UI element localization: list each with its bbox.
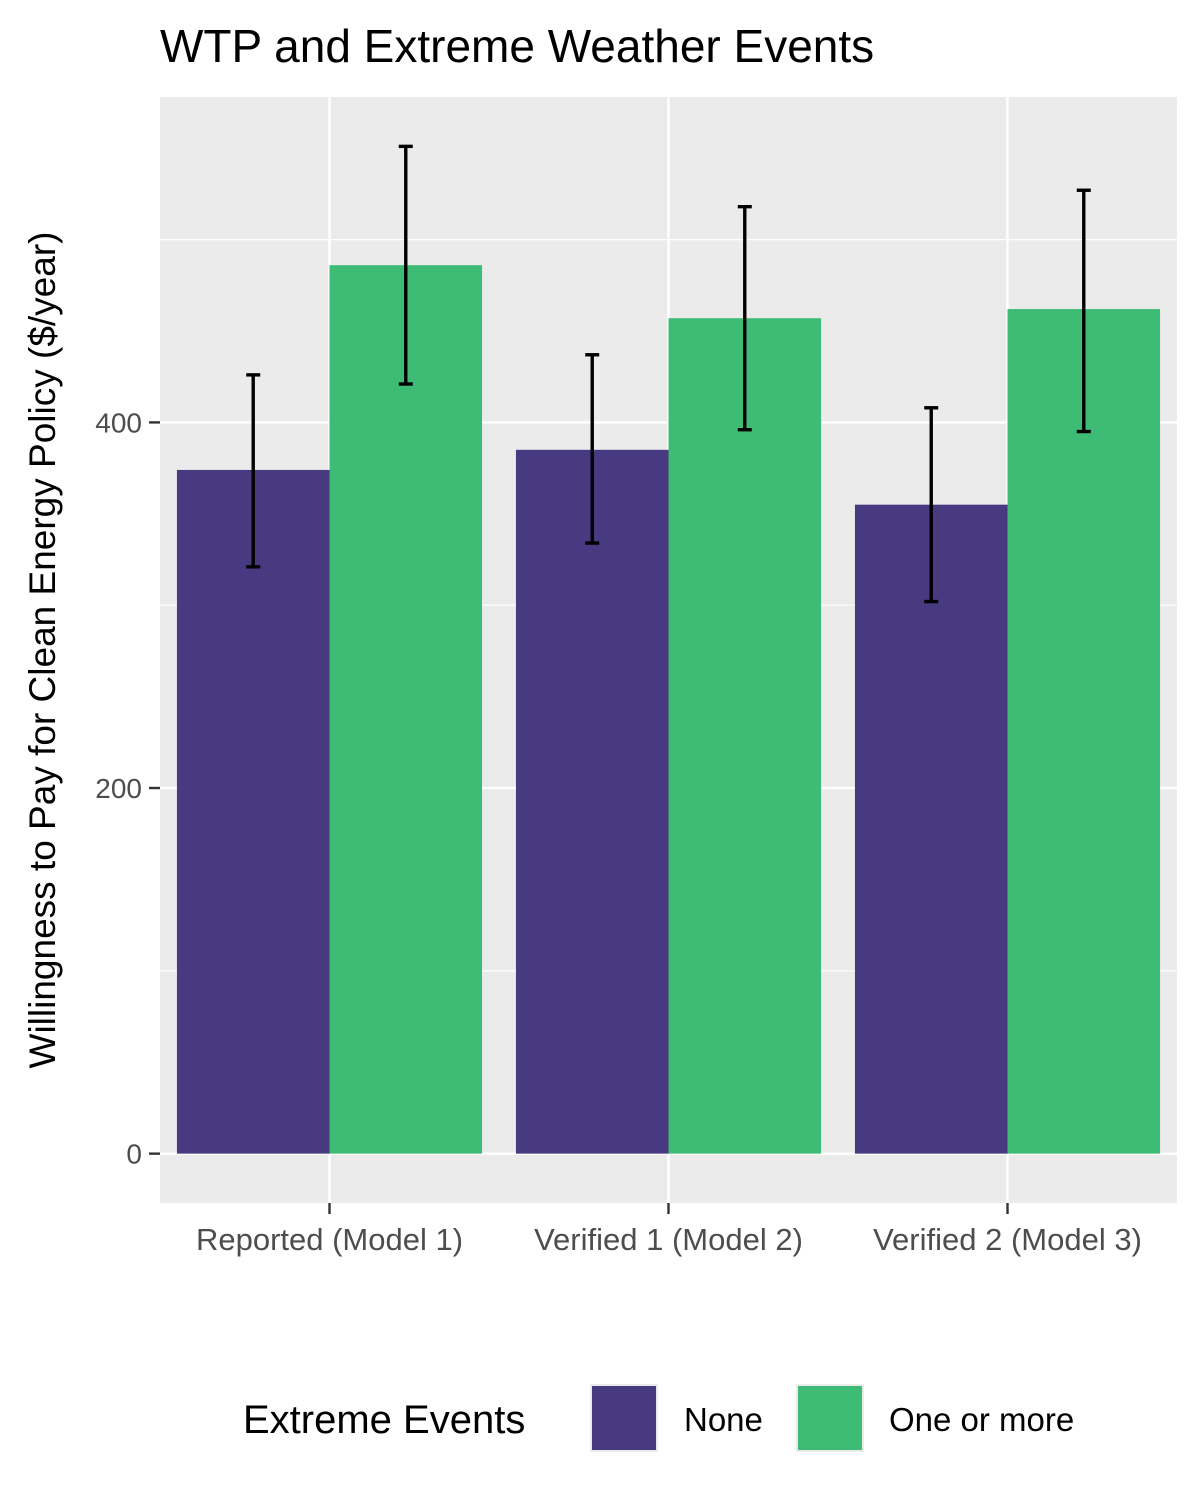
- error-bar: [1076, 188, 1091, 434]
- bar: [176, 469, 330, 1154]
- y-tick-label: 400: [95, 407, 142, 438]
- error-bar: [398, 144, 413, 386]
- x-tick-label: Reported (Model 1): [196, 1222, 463, 1257]
- error-bars: [246, 144, 1091, 604]
- y-axis: 0 200 400: [95, 407, 160, 1170]
- legend-title: Extreme Events: [243, 1398, 525, 1442]
- legend-item: One or more: [796, 1384, 1074, 1452]
- x-tick-label: Verified 2 (Model 3): [873, 1222, 1142, 1257]
- bar: [1007, 309, 1161, 1154]
- bar: [329, 265, 483, 1154]
- legend-items: None One or more: [590, 1384, 1074, 1452]
- error-bar: [737, 204, 752, 432]
- bar: [854, 504, 1008, 1154]
- legend-label: None: [684, 1401, 763, 1438]
- error-bar: [246, 373, 261, 569]
- y-axis-title: Willingness to Pay for Clean Energy Poli…: [22, 232, 63, 1069]
- bar: [668, 318, 822, 1154]
- y-tick-label: 200: [95, 773, 142, 804]
- y-tick-label: 0: [126, 1139, 142, 1170]
- legend-key: [590, 1384, 658, 1452]
- chart-title: WTP and Extreme Weather Events: [160, 20, 874, 72]
- bar: [515, 449, 669, 1154]
- legend-key: [796, 1384, 864, 1452]
- x-tick-label: Verified 1 (Model 2): [534, 1222, 803, 1257]
- bars: [176, 265, 1161, 1154]
- error-bar: [924, 406, 939, 604]
- legend: Extreme Events None One or more: [243, 1384, 1074, 1452]
- error-bar: [585, 353, 600, 545]
- x-axis: Reported (Model 1) Verified 1 (Model 2) Ve…: [196, 1203, 1142, 1257]
- legend-item: None: [590, 1384, 763, 1452]
- legend-label: One or more: [889, 1401, 1074, 1438]
